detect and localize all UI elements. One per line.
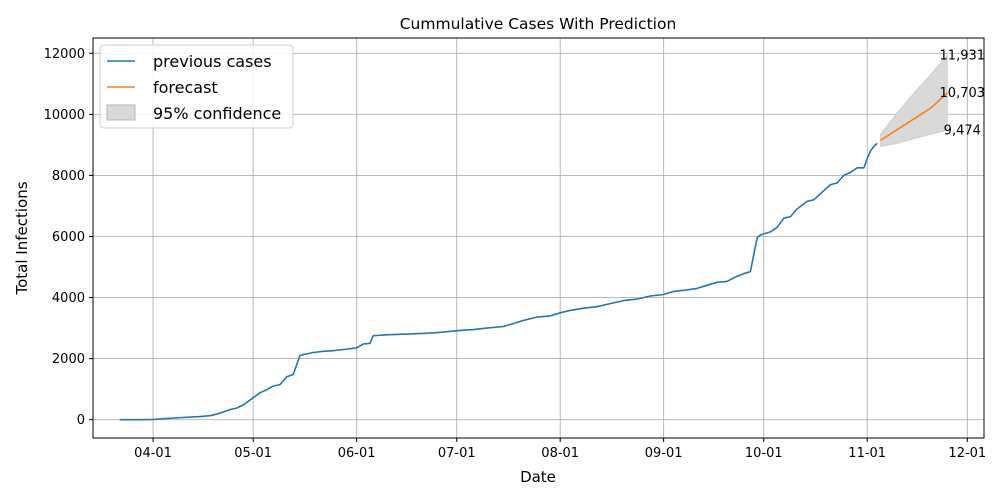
x-tick-label: 11-01 <box>848 446 886 461</box>
y-tick-label: 6000 <box>52 230 85 245</box>
y-tick-label: 12000 <box>44 47 85 62</box>
y-tick-label: 8000 <box>52 169 85 184</box>
x-tick-label: 09-01 <box>645 446 683 461</box>
legend-label-forecast: forecast <box>153 78 218 97</box>
legend-label-confidence: 95% confidence <box>153 104 281 123</box>
x-tick-label: 10-01 <box>745 446 783 461</box>
legend-label-previous-cases: previous cases <box>153 52 272 71</box>
x-tick-label: 07-01 <box>438 446 476 461</box>
legend-box <box>99 44 294 129</box>
series-layer <box>119 92 948 421</box>
y-tick-label: 2000 <box>52 352 85 367</box>
value-annotation: 9,474 <box>944 123 981 138</box>
legend: previous cases forecast 95% confidence <box>99 44 294 129</box>
y-axis-title: Total Infections <box>13 181 31 295</box>
value-annotation: 10,703 <box>940 86 986 101</box>
x-tick-label: 04-01 <box>134 446 172 461</box>
chart-title: Cummulative Cases With Prediction <box>400 15 677 33</box>
y-tick-label: 10000 <box>44 108 85 123</box>
ticks: 04-01 05-01 06-01 07-01 08-01 09-01 10-01 11-01… <box>44 47 987 461</box>
x-axis-title: Date <box>520 468 556 486</box>
confidence-band-layer <box>880 54 948 147</box>
y-tick-label: 4000 <box>52 291 85 306</box>
previous-cases-line <box>119 142 878 421</box>
confidence-band <box>880 54 948 147</box>
x-tick-label: 08-01 <box>541 446 579 461</box>
y-tick-label: 0 <box>77 413 85 428</box>
legend-swatch-confidence <box>106 104 136 121</box>
x-tick-label: 06-01 <box>338 446 376 461</box>
forecast-line <box>880 92 948 141</box>
annotations: 11,931 10,703 9,474 <box>940 48 986 138</box>
x-tick-label: 05-01 <box>234 446 272 461</box>
plot-frame <box>92 37 985 439</box>
grid <box>93 38 984 438</box>
value-annotation: 11,931 <box>940 48 986 63</box>
x-tick-label: 12-01 <box>948 446 986 461</box>
